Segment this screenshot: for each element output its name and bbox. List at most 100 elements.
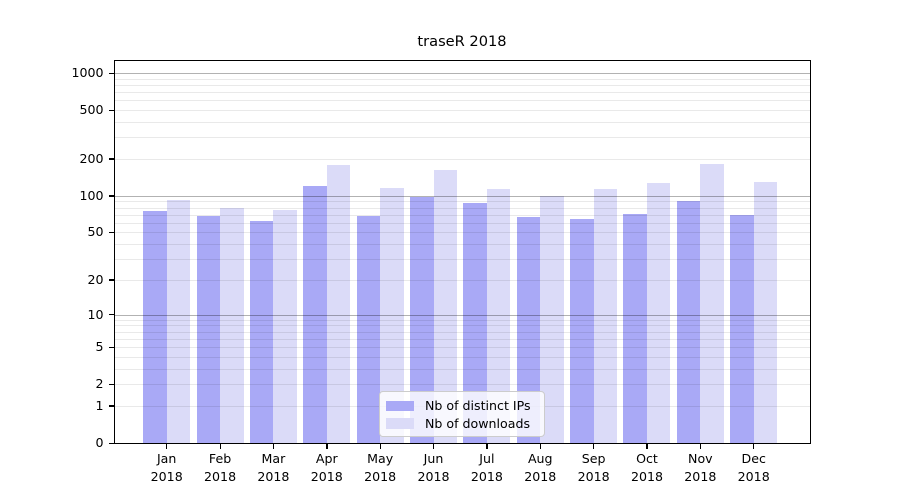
- bar-downloads-jan: [166, 200, 191, 443]
- bar-downloads-feb: [220, 207, 244, 443]
- x-tick-month: Jul: [479, 451, 495, 466]
- chart-title: traseR 2018: [417, 33, 507, 50]
- bar-downloads-aug: [540, 196, 564, 443]
- x-tick: [272, 444, 275, 449]
- x-tick-month: May: [367, 451, 394, 466]
- x-tick: [539, 444, 542, 449]
- x-tick-month: Mar: [261, 451, 286, 466]
- bar-distinct-ips-nov: [676, 201, 701, 443]
- x-tick-label: May 2018: [353, 450, 407, 485]
- bar-downloads-nov: [700, 164, 724, 443]
- x-tick-year: 2018: [470, 468, 503, 484]
- y-tick-label: 0: [95, 435, 104, 450]
- x-tick-month: Jun: [423, 451, 444, 466]
- y-tick: [108, 72, 114, 74]
- x-tick-year: 2018: [577, 468, 610, 484]
- legend-swatch: [386, 418, 414, 429]
- x-tick: [379, 444, 381, 449]
- x-tick-month: Nov: [688, 451, 713, 466]
- bar-downloads-mar: [273, 210, 297, 443]
- y-tick-label: 200: [79, 150, 104, 166]
- x-tick-year: 2018: [684, 468, 717, 484]
- y-tick-label: 10: [87, 306, 104, 322]
- bar-distinct-ips-feb: [196, 216, 221, 443]
- gridline-600: [113, 100, 811, 101]
- y-tick-label: 500: [79, 102, 104, 118]
- x-tick-year: 2018: [310, 468, 343, 484]
- bar-downloads-jun: [433, 169, 458, 443]
- x-tick-year: 2018: [524, 468, 557, 484]
- y-tick: [108, 442, 114, 444]
- gridline-1000: [113, 73, 811, 74]
- x-tick: [326, 444, 328, 449]
- gridline-900: [113, 79, 811, 80]
- x-tick-label: Nov 2018: [673, 450, 727, 485]
- bar-distinct-ips-jul: [463, 203, 487, 443]
- gridline-200: [113, 159, 811, 160]
- bar-distinct-ips-jan: [143, 211, 167, 443]
- gridline-700: [113, 92, 811, 93]
- x-tick-label: Feb 2018: [193, 450, 247, 485]
- gridline-400: [113, 122, 811, 123]
- y-tick-label: 5: [95, 339, 104, 355]
- x-tick-label: Jul 2018: [460, 450, 514, 485]
- legend-label: Nb of downloads: [425, 415, 531, 431]
- bar-downloads-dec: [753, 181, 778, 443]
- gridline-500: [113, 110, 811, 111]
- gridline-300: [113, 137, 811, 138]
- x-tick: [433, 444, 435, 449]
- bar-downloads-jul: [486, 188, 511, 443]
- legend: Nb of distinct IPs Nb of downloads: [379, 391, 545, 437]
- x-tick-label: Aug 2018: [513, 450, 567, 485]
- x-tick-month: Dec: [741, 451, 766, 466]
- x-tick-year: 2018: [150, 468, 183, 484]
- x-tick-year: 2018: [364, 468, 397, 484]
- x-tick: [219, 444, 221, 449]
- x-tick-label: Dec 2018: [727, 450, 781, 485]
- y-tick-label: 20: [87, 271, 104, 287]
- y-tick-label: 1: [95, 397, 104, 413]
- y-tick-label: 1000: [71, 65, 104, 80]
- y-tick-label: 50: [87, 224, 104, 240]
- y-tick: [108, 231, 114, 234]
- y-tick: [108, 405, 114, 407]
- bar-downloads-sep: [593, 189, 618, 443]
- y-tick: [108, 383, 114, 385]
- x-tick-month: Feb: [208, 451, 232, 466]
- x-tick-year: 2018: [630, 468, 663, 484]
- bar-downloads-oct: [646, 183, 671, 443]
- bar-distinct-ips-sep: [570, 218, 594, 443]
- bar-downloads-may: [380, 188, 404, 443]
- x-tick: [646, 444, 648, 449]
- bar-distinct-ips-apr: [303, 186, 327, 443]
- legend-item: Nb of downloads: [386, 415, 534, 433]
- x-tick-month: Apr: [315, 451, 338, 466]
- x-tick-label: Apr 2018: [300, 450, 354, 485]
- gridline-800: [113, 85, 811, 86]
- bar-distinct-ips-mar: [249, 221, 274, 443]
- x-tick: [753, 444, 755, 449]
- y-tick-label: 2: [95, 376, 104, 392]
- x-tick: [486, 444, 488, 449]
- x-tick-month: Jan: [156, 451, 177, 466]
- bar-distinct-ips-oct: [623, 213, 647, 443]
- x-tick: [593, 444, 595, 449]
- y-tick: [108, 314, 114, 316]
- legend-swatch: [386, 400, 414, 411]
- x-tick-label: Jun 2018: [407, 450, 461, 485]
- x-tick-month: Oct: [636, 451, 658, 466]
- x-tick: [699, 444, 702, 449]
- y-tick: [108, 109, 114, 111]
- x-tick-month: Aug: [527, 451, 553, 466]
- x-tick-label: Sep 2018: [567, 450, 621, 485]
- y-tick: [108, 195, 114, 197]
- bar-downloads-apr: [326, 164, 351, 443]
- legend-label: Nb of distinct IPs: [425, 398, 531, 414]
- bar-distinct-ips-aug: [516, 217, 541, 443]
- x-tick-label: Mar 2018: [246, 450, 300, 485]
- y-tick: [108, 279, 114, 281]
- x-tick-year: 2018: [257, 468, 290, 484]
- y-tick-label: 100: [79, 187, 104, 203]
- x-tick-year: 2018: [417, 468, 450, 484]
